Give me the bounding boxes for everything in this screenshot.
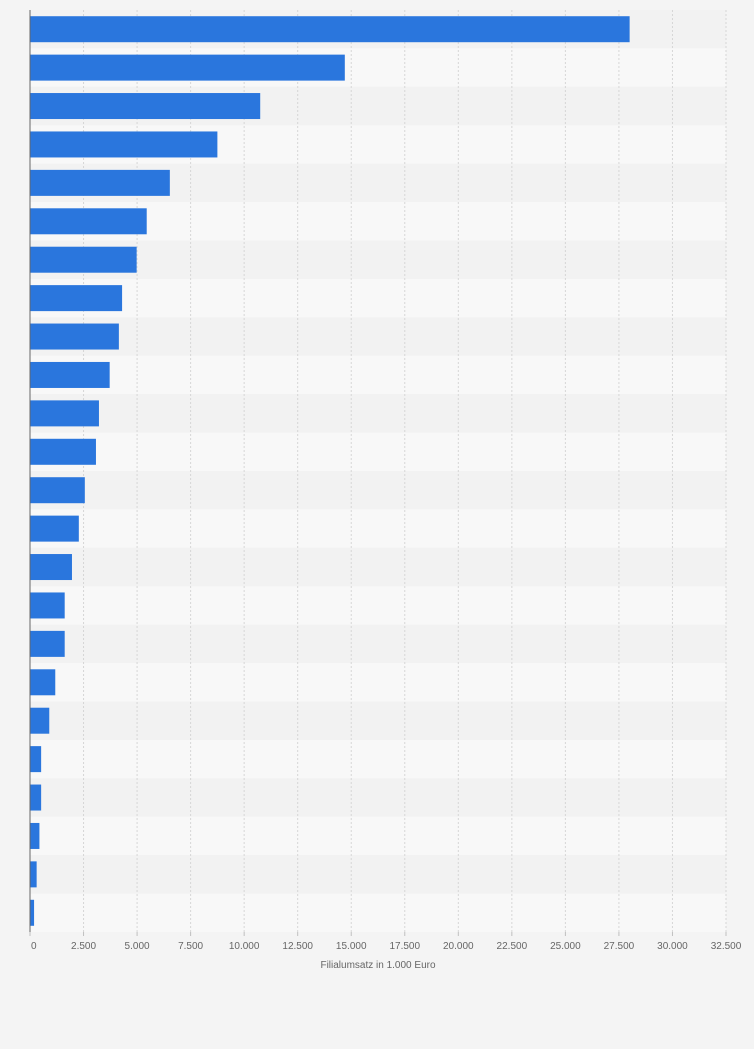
bar[interactable]	[30, 822, 40, 849]
row-band	[30, 893, 726, 932]
row-band	[30, 701, 726, 740]
row-band	[30, 355, 726, 395]
bar[interactable]	[30, 515, 79, 542]
x-tick-label: 7.500	[178, 941, 203, 952]
x-tick-label: 17.500	[389, 941, 420, 952]
row-band	[30, 394, 726, 433]
x-axis-title: Filialumsatz in 1.000 Euro	[320, 960, 435, 971]
row-band	[30, 739, 726, 779]
bar[interactable]	[30, 438, 96, 465]
x-tick-label: 20.000	[443, 941, 474, 952]
bar[interactable]	[30, 669, 56, 696]
row-band	[30, 663, 726, 702]
bar[interactable]	[30, 630, 65, 657]
x-tick-label: 22.500	[497, 941, 528, 952]
bar[interactable]	[30, 54, 345, 81]
row-band	[30, 432, 726, 471]
row-band	[30, 471, 726, 510]
row-band	[30, 855, 726, 894]
row-band	[30, 547, 726, 587]
x-tick-label: 10.000	[229, 941, 260, 952]
bar[interactable]	[30, 361, 110, 388]
bar[interactable]	[30, 246, 137, 273]
x-tick-label: 32.500	[711, 941, 742, 952]
bar[interactable]	[30, 554, 72, 581]
bar[interactable]	[30, 899, 35, 926]
x-tick-label: 30.000	[657, 941, 688, 952]
x-tick-label: 12.500	[282, 941, 313, 952]
bar[interactable]	[30, 861, 37, 888]
x-tick-label: 5.000	[125, 941, 150, 952]
row-band	[30, 240, 726, 279]
x-tick-label: 2.500	[71, 941, 96, 952]
bar[interactable]	[30, 169, 170, 196]
bar[interactable]	[30, 323, 119, 350]
row-band	[30, 816, 726, 856]
x-tick-label: 0	[31, 941, 37, 952]
x-axis-ticks: 0 2.500 5.000 7.500 10.000 12.500 15.000 17.500…	[29, 932, 742, 952]
bar[interactable]	[30, 285, 123, 312]
bar[interactable]	[30, 93, 261, 120]
gridlines	[83, 10, 727, 932]
bar[interactable]	[30, 592, 65, 619]
row-band	[30, 278, 726, 318]
x-tick-label: 25.000	[550, 941, 581, 952]
bar[interactable]	[30, 746, 42, 773]
row-band	[30, 778, 726, 817]
bar[interactable]	[30, 131, 218, 158]
bar[interactable]	[30, 784, 42, 811]
row-band	[30, 586, 726, 625]
bars	[30, 16, 630, 926]
x-tick-label: 27.500	[604, 941, 635, 952]
x-tick-label: 15.000	[336, 941, 367, 952]
row-band	[30, 317, 726, 356]
bar[interactable]	[30, 707, 50, 734]
bar[interactable]	[30, 477, 85, 504]
row-band	[30, 509, 726, 548]
bar[interactable]	[30, 16, 630, 43]
bar[interactable]	[30, 208, 147, 235]
row-band	[30, 624, 726, 664]
bar[interactable]	[30, 400, 99, 427]
